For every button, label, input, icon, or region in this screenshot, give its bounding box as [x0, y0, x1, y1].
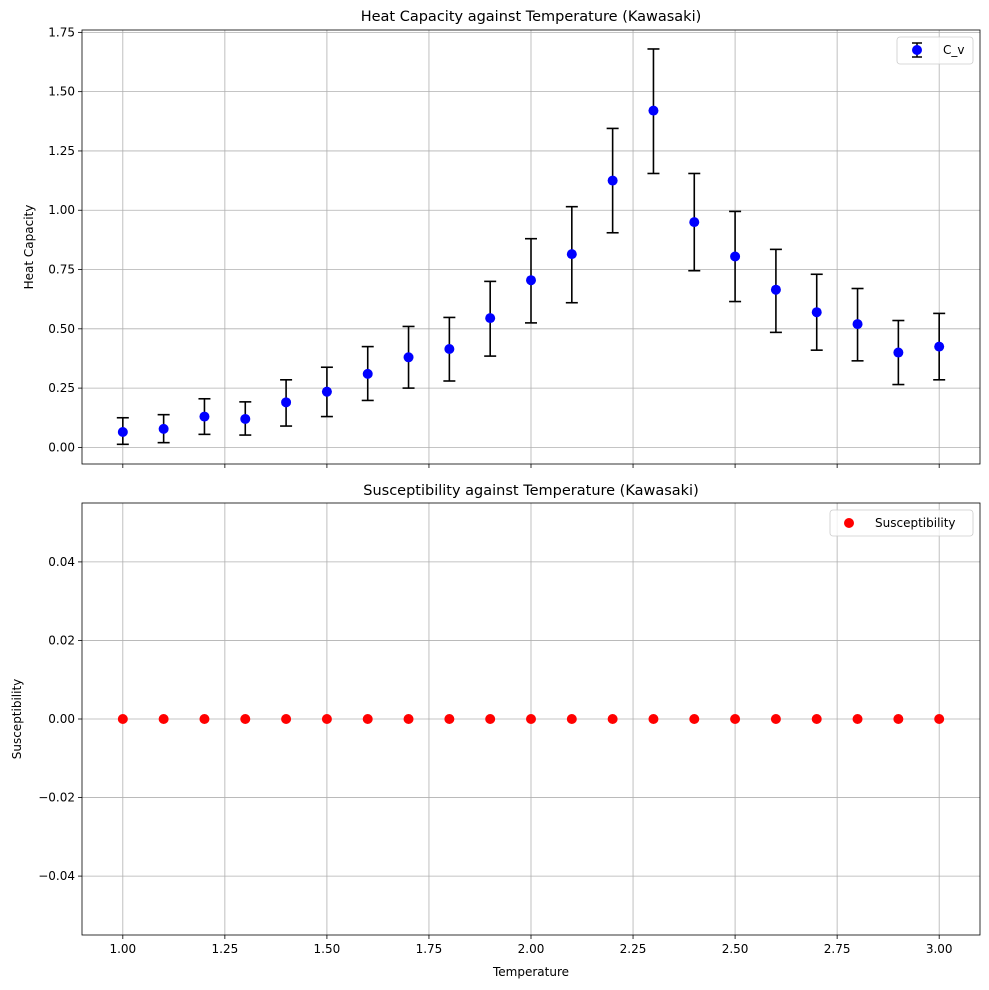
heat-capacity-data-point	[566, 249, 577, 260]
susceptibility-data-point	[730, 714, 741, 724]
susceptibility-data-point	[770, 714, 781, 724]
susceptibility-data-point	[240, 714, 251, 724]
susceptibility-data-point	[648, 714, 659, 724]
susceptibility-title: Susceptibility against Temperature (Kawa…	[363, 483, 699, 499]
susceptibility-data-point	[934, 714, 945, 724]
susceptibility-data-point	[362, 714, 373, 724]
heat-capacity-ytick-label: 1.25	[48, 144, 75, 158]
susceptibility-data-point	[158, 714, 169, 724]
heat-capacity-ytick-label: 0.25	[48, 381, 75, 395]
susceptibility-panel: 1.00 1.25 1.50 1.75 2.00 2.25 2.50 2.75 3.00 −0.0…	[10, 483, 981, 979]
heat-capacity-data-point	[648, 105, 659, 116]
legend-marker-cv	[912, 45, 922, 55]
heat-capacity-ylabel: Heat Capacity	[22, 205, 36, 290]
legend-label-cv: C_v	[943, 43, 964, 57]
susceptibility-xtick-label: 1.00	[109, 942, 136, 956]
susceptibility-ytick-label: 0.02	[48, 633, 75, 647]
heat-capacity-data-point	[321, 386, 332, 397]
heat-capacity-legend: C_v	[896, 36, 974, 65]
susceptibility-legend: Susceptibility	[829, 509, 974, 537]
susceptibility-axes-frame	[81, 502, 981, 936]
susceptibility-xtick-label: 1.50	[314, 942, 341, 956]
susceptibility-xtick-label: 3.00	[926, 942, 953, 956]
heat-capacity-data-point	[444, 343, 455, 354]
susceptibility-xtick-label: 2.25	[620, 942, 647, 956]
heat-capacity-data-point	[485, 313, 496, 324]
heat-capacity-data-point	[934, 341, 945, 352]
susceptibility-xtick-label: 2.50	[722, 942, 749, 956]
heat-capacity-ytick-label: 1.00	[48, 203, 75, 217]
susceptibility-data-point	[444, 714, 455, 724]
heat-capacity-ytick-label: 0.50	[48, 322, 75, 336]
heat-capacity-data-point	[403, 352, 414, 363]
heat-capacity-data-point	[117, 426, 128, 437]
susceptibility-xtick-label: 1.75	[416, 942, 443, 956]
susceptibility-xtick-label: 2.75	[824, 942, 851, 956]
heat-capacity-data-point	[158, 423, 169, 434]
susceptibility-data-point	[403, 714, 414, 724]
susceptibility-data-point	[607, 714, 618, 724]
susceptibility-ytick-label: 0.04	[48, 555, 75, 569]
susceptibility-data-point	[526, 714, 536, 724]
heat-capacity-data-point	[852, 319, 863, 330]
susceptibility-ylabel: Susceptibility	[10, 679, 24, 760]
heat-capacity-grid	[82, 30, 980, 464]
heat-capacity-data-point	[362, 368, 373, 379]
susceptibility-data-point	[689, 714, 700, 724]
legend-marker-susceptibility	[844, 518, 854, 528]
susceptibility-data-point	[199, 714, 210, 724]
susceptibility-ytick-label: −0.02	[38, 791, 75, 805]
heat-capacity-data-point	[689, 217, 700, 228]
susceptibility-data-point	[281, 714, 292, 724]
heat-capacity-axes-frame	[81, 29, 981, 465]
susceptibility-ytick-label: 0.00	[48, 712, 75, 726]
susceptibility-xtick-label: 2.00	[518, 942, 545, 956]
heat-capacity-data-point	[730, 251, 741, 262]
temperature-xlabel: Temperature	[492, 965, 569, 979]
susceptibility-data-point	[893, 714, 904, 724]
susceptibility-data-point	[485, 714, 496, 724]
susceptibility-data-point	[117, 714, 128, 724]
heat-capacity-data-point	[199, 411, 210, 422]
heat-capacity-data-point	[811, 307, 822, 318]
heat-capacity-ytick-label: 1.50	[48, 85, 75, 99]
susceptibility-data-point	[852, 714, 863, 724]
susceptibility-ticks: 1.00 1.25 1.50 1.75 2.00 2.25 2.50 2.75 3.00 −0.0…	[38, 555, 952, 956]
heat-capacity-ytick-label: 0.00	[48, 440, 75, 454]
heat-capacity-ytick-label: 0.75	[48, 263, 75, 277]
heat-capacity-ytick-label: 1.75	[48, 25, 75, 39]
susceptibility-ytick-label: −0.04	[38, 869, 75, 883]
legend-label-susceptibility: Susceptibility	[875, 516, 956, 530]
heat-capacity-panel: 0.00 0.25 0.50 0.75 1.00 1.25 1.50 1.75 Heat Ca…	[22, 9, 981, 468]
heat-capacity-data-point	[893, 347, 904, 358]
legend-box	[829, 509, 974, 537]
susceptibility-data-point	[811, 714, 822, 724]
heat-capacity-marks	[116, 48, 946, 446]
heat-capacity-data-point	[770, 284, 781, 295]
heat-capacity-title: Heat Capacity against Temperature (Kawas…	[361, 9, 702, 25]
heat-capacity-data-point	[526, 275, 536, 286]
susceptibility-xtick-label: 1.25	[212, 942, 239, 956]
susceptibility-data-point	[321, 714, 332, 724]
susceptibility-data-point	[566, 714, 577, 724]
susceptibility-marks	[117, 714, 945, 724]
heat-capacity-data-point	[607, 175, 618, 186]
heat-capacity-data-point	[281, 397, 292, 408]
heat-capacity-data-point	[240, 413, 251, 424]
heat-capacity-ticks: 0.00 0.25 0.50 0.75 1.00 1.25 1.50 1.75	[48, 25, 940, 468]
